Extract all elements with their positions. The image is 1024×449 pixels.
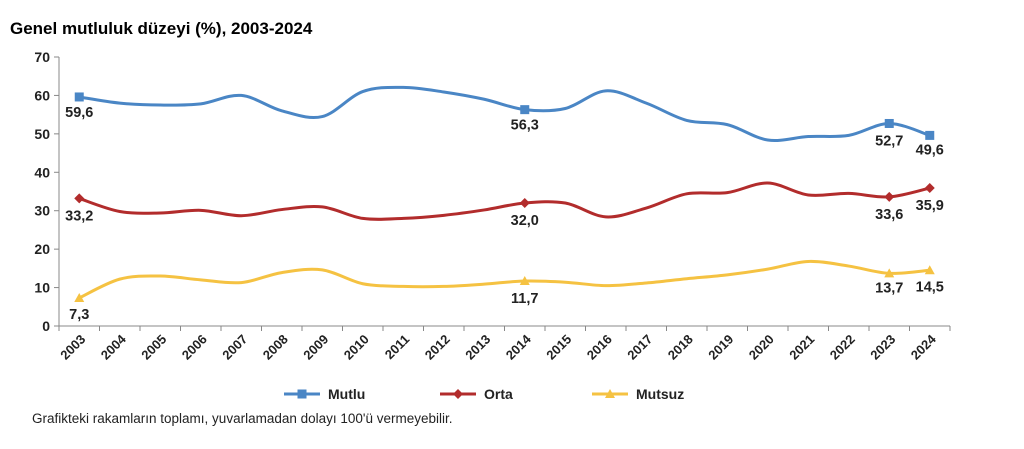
chart-footnote: Grafikteki rakamların toplamı, yuvarlama… bbox=[32, 411, 453, 426]
data-label: 13,7 bbox=[875, 280, 903, 296]
series-line bbox=[78, 181, 931, 221]
data-label: 11,7 bbox=[511, 291, 538, 307]
x-tick-label: 2022 bbox=[827, 332, 858, 363]
series-marker bbox=[924, 265, 935, 275]
data-label: 49,6 bbox=[916, 142, 944, 158]
x-tick-label: 2005 bbox=[138, 332, 169, 363]
x-tick-label: 2003 bbox=[57, 332, 88, 363]
legend-item-orta: Orta bbox=[440, 386, 513, 402]
x-tick-label: 2008 bbox=[260, 332, 291, 363]
x-tick-label: 2016 bbox=[584, 332, 615, 363]
series-line bbox=[79, 85, 931, 142]
legend-label: Mutsuz bbox=[636, 386, 684, 402]
data-label: 7,3 bbox=[69, 307, 89, 323]
x-tick-label: 2007 bbox=[219, 332, 250, 363]
x-tick-label: 2021 bbox=[786, 332, 817, 363]
chart-legend: Mutlu Orta Mutsuz bbox=[284, 386, 684, 402]
y-tick-label: 20 bbox=[34, 241, 50, 257]
y-tick-label: 70 bbox=[34, 49, 50, 65]
series-marker bbox=[297, 389, 307, 399]
series-orta bbox=[74, 181, 935, 221]
legend-item-mutlu: Mutlu bbox=[284, 386, 365, 402]
data-label: 33,2 bbox=[65, 208, 93, 224]
data-label: 33,6 bbox=[875, 207, 903, 223]
series-marker bbox=[519, 198, 530, 209]
chart-axes: 0 10 20 30 40 50 60 70 2003 2004 2005 2006 2007 2008 2… bbox=[34, 49, 951, 363]
chart-series bbox=[74, 85, 935, 302]
legend-label: Mutlu bbox=[328, 386, 365, 402]
y-tick-label: 50 bbox=[34, 126, 50, 142]
series-marker bbox=[74, 193, 85, 204]
x-tick-label: 2017 bbox=[624, 332, 655, 363]
x-tick-label: 2024 bbox=[908, 331, 940, 363]
data-label: 59,6 bbox=[65, 105, 93, 121]
x-tick-label: 2023 bbox=[867, 332, 898, 363]
chart-data-labels: 59,6 56,3 52,7 49,6 33,2 32,0 33,6 35,9 7,3 11,7 1… bbox=[65, 105, 944, 323]
series-mutsuz bbox=[74, 259, 935, 302]
legend-item-mutsuz: Mutsuz bbox=[592, 386, 684, 402]
series-marker bbox=[884, 268, 895, 278]
x-tick-label: 2006 bbox=[179, 332, 210, 363]
series-marker bbox=[520, 105, 530, 115]
series-marker bbox=[605, 389, 615, 398]
y-tick-label: 60 bbox=[34, 87, 50, 103]
data-label: 32,0 bbox=[511, 213, 539, 229]
x-tick-label: 2004 bbox=[98, 331, 130, 363]
y-tick-label: 10 bbox=[34, 280, 50, 296]
data-label: 14,5 bbox=[916, 279, 944, 295]
y-tick-label: 40 bbox=[34, 164, 50, 180]
y-tick-label: 30 bbox=[34, 203, 50, 219]
series-marker bbox=[519, 276, 530, 286]
x-tick-label: 2010 bbox=[341, 332, 372, 363]
series-marker bbox=[74, 292, 85, 302]
x-tick-label: 2013 bbox=[462, 332, 493, 363]
series-marker bbox=[924, 183, 935, 194]
legend-label: Orta bbox=[484, 386, 513, 402]
series-marker bbox=[925, 130, 935, 140]
x-tick-label: 2015 bbox=[543, 332, 574, 363]
series-marker bbox=[884, 191, 895, 202]
data-label: 35,9 bbox=[916, 198, 944, 214]
x-tick-label: 2020 bbox=[746, 332, 777, 363]
chart-title: Genel mutluluk düzeyi (%), 2003-2024 bbox=[10, 19, 313, 38]
series-marker bbox=[74, 92, 84, 102]
series-marker bbox=[884, 118, 894, 128]
series-mutlu bbox=[74, 85, 935, 142]
data-label: 52,7 bbox=[875, 133, 903, 149]
series-line bbox=[78, 259, 930, 300]
x-tick-label: 2009 bbox=[300, 332, 331, 363]
y-tick-label: 0 bbox=[42, 318, 50, 334]
x-tick-label: 2014 bbox=[503, 331, 535, 363]
x-tick-label: 2012 bbox=[422, 332, 453, 363]
x-tick-label: 2019 bbox=[705, 332, 736, 363]
x-tick-label: 2018 bbox=[665, 332, 696, 363]
data-label: 56,3 bbox=[511, 118, 539, 134]
x-tick-label: 2011 bbox=[382, 332, 413, 363]
series-marker bbox=[453, 389, 463, 399]
